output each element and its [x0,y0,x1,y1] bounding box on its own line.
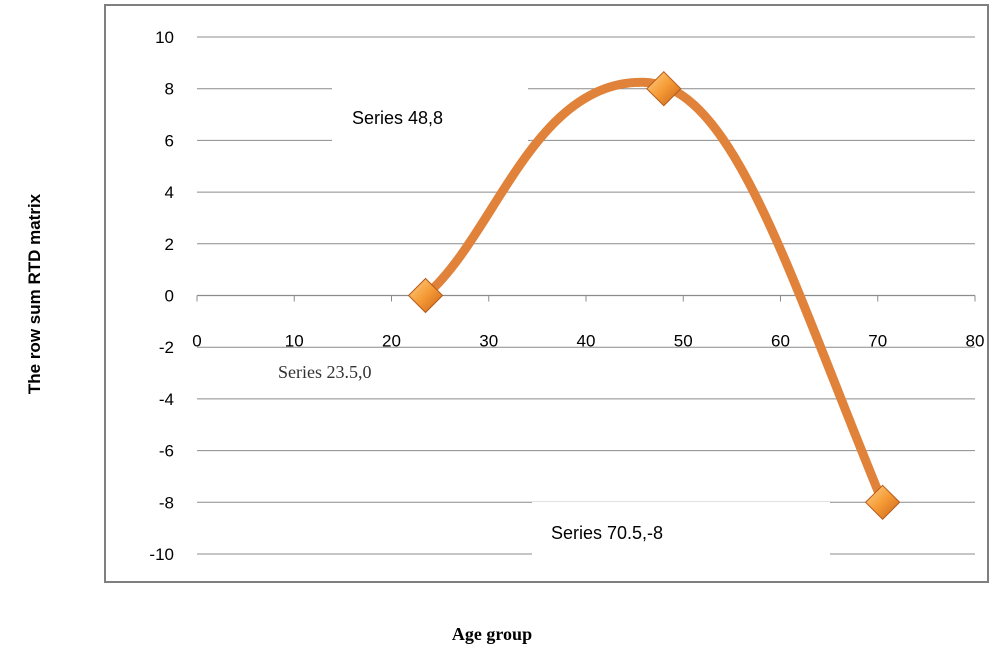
annotation-background [258,348,500,398]
x-tick-label: 0 [192,332,201,351]
annotation-backgrounds [258,86,830,562]
x-tick-label: 20 [382,332,401,351]
x-tick-label: 50 [674,332,693,351]
y-tick-label: -6 [159,442,174,461]
y-tick-label: -8 [159,493,174,512]
annotation-background [332,86,528,144]
y-tick-labels: 10 8 6 4 2 0 -2 -4 -6 -8 -10 [149,28,174,564]
data-point-marker [864,484,901,521]
y-tick-label: -2 [159,338,174,357]
data-label: Series 70.5,-8 [551,523,663,543]
annotations: Series 48,8 Series 23.5,0 Series 70.5,-8 [278,108,663,543]
x-tick-label: 40 [577,332,596,351]
annotation-background [532,502,830,562]
x-tick-label: 30 [479,332,498,351]
data-point-marker [646,70,682,107]
data-label: Series 23.5,0 [278,362,372,382]
x-axis-label: Age group [452,624,532,644]
x-tick-label: 60 [771,332,790,351]
x-tick-label: 70 [868,332,887,351]
data-point-marker [407,277,444,314]
y-tick-label: 4 [165,183,174,202]
y-axis-label: The row sum RTD matrix [25,193,44,394]
chart-frame [104,4,989,583]
y-tick-label: 6 [165,131,174,150]
x-tick-labels: 0 10 20 30 40 50 60 70 80 [192,332,984,351]
x-tick-label: 10 [285,332,304,351]
y-tick-label: 10 [155,28,174,47]
y-tick-label: 0 [165,287,174,306]
data-label: Series 48,8 [352,108,443,128]
x-axis [196,294,976,302]
x-tick-label: 80 [966,332,985,351]
y-tick-label: 2 [165,235,174,254]
y-tick-label: -10 [149,545,174,564]
y-tick-label: 8 [165,80,174,99]
y-tick-label: -4 [159,390,174,409]
series-markers [407,70,901,521]
